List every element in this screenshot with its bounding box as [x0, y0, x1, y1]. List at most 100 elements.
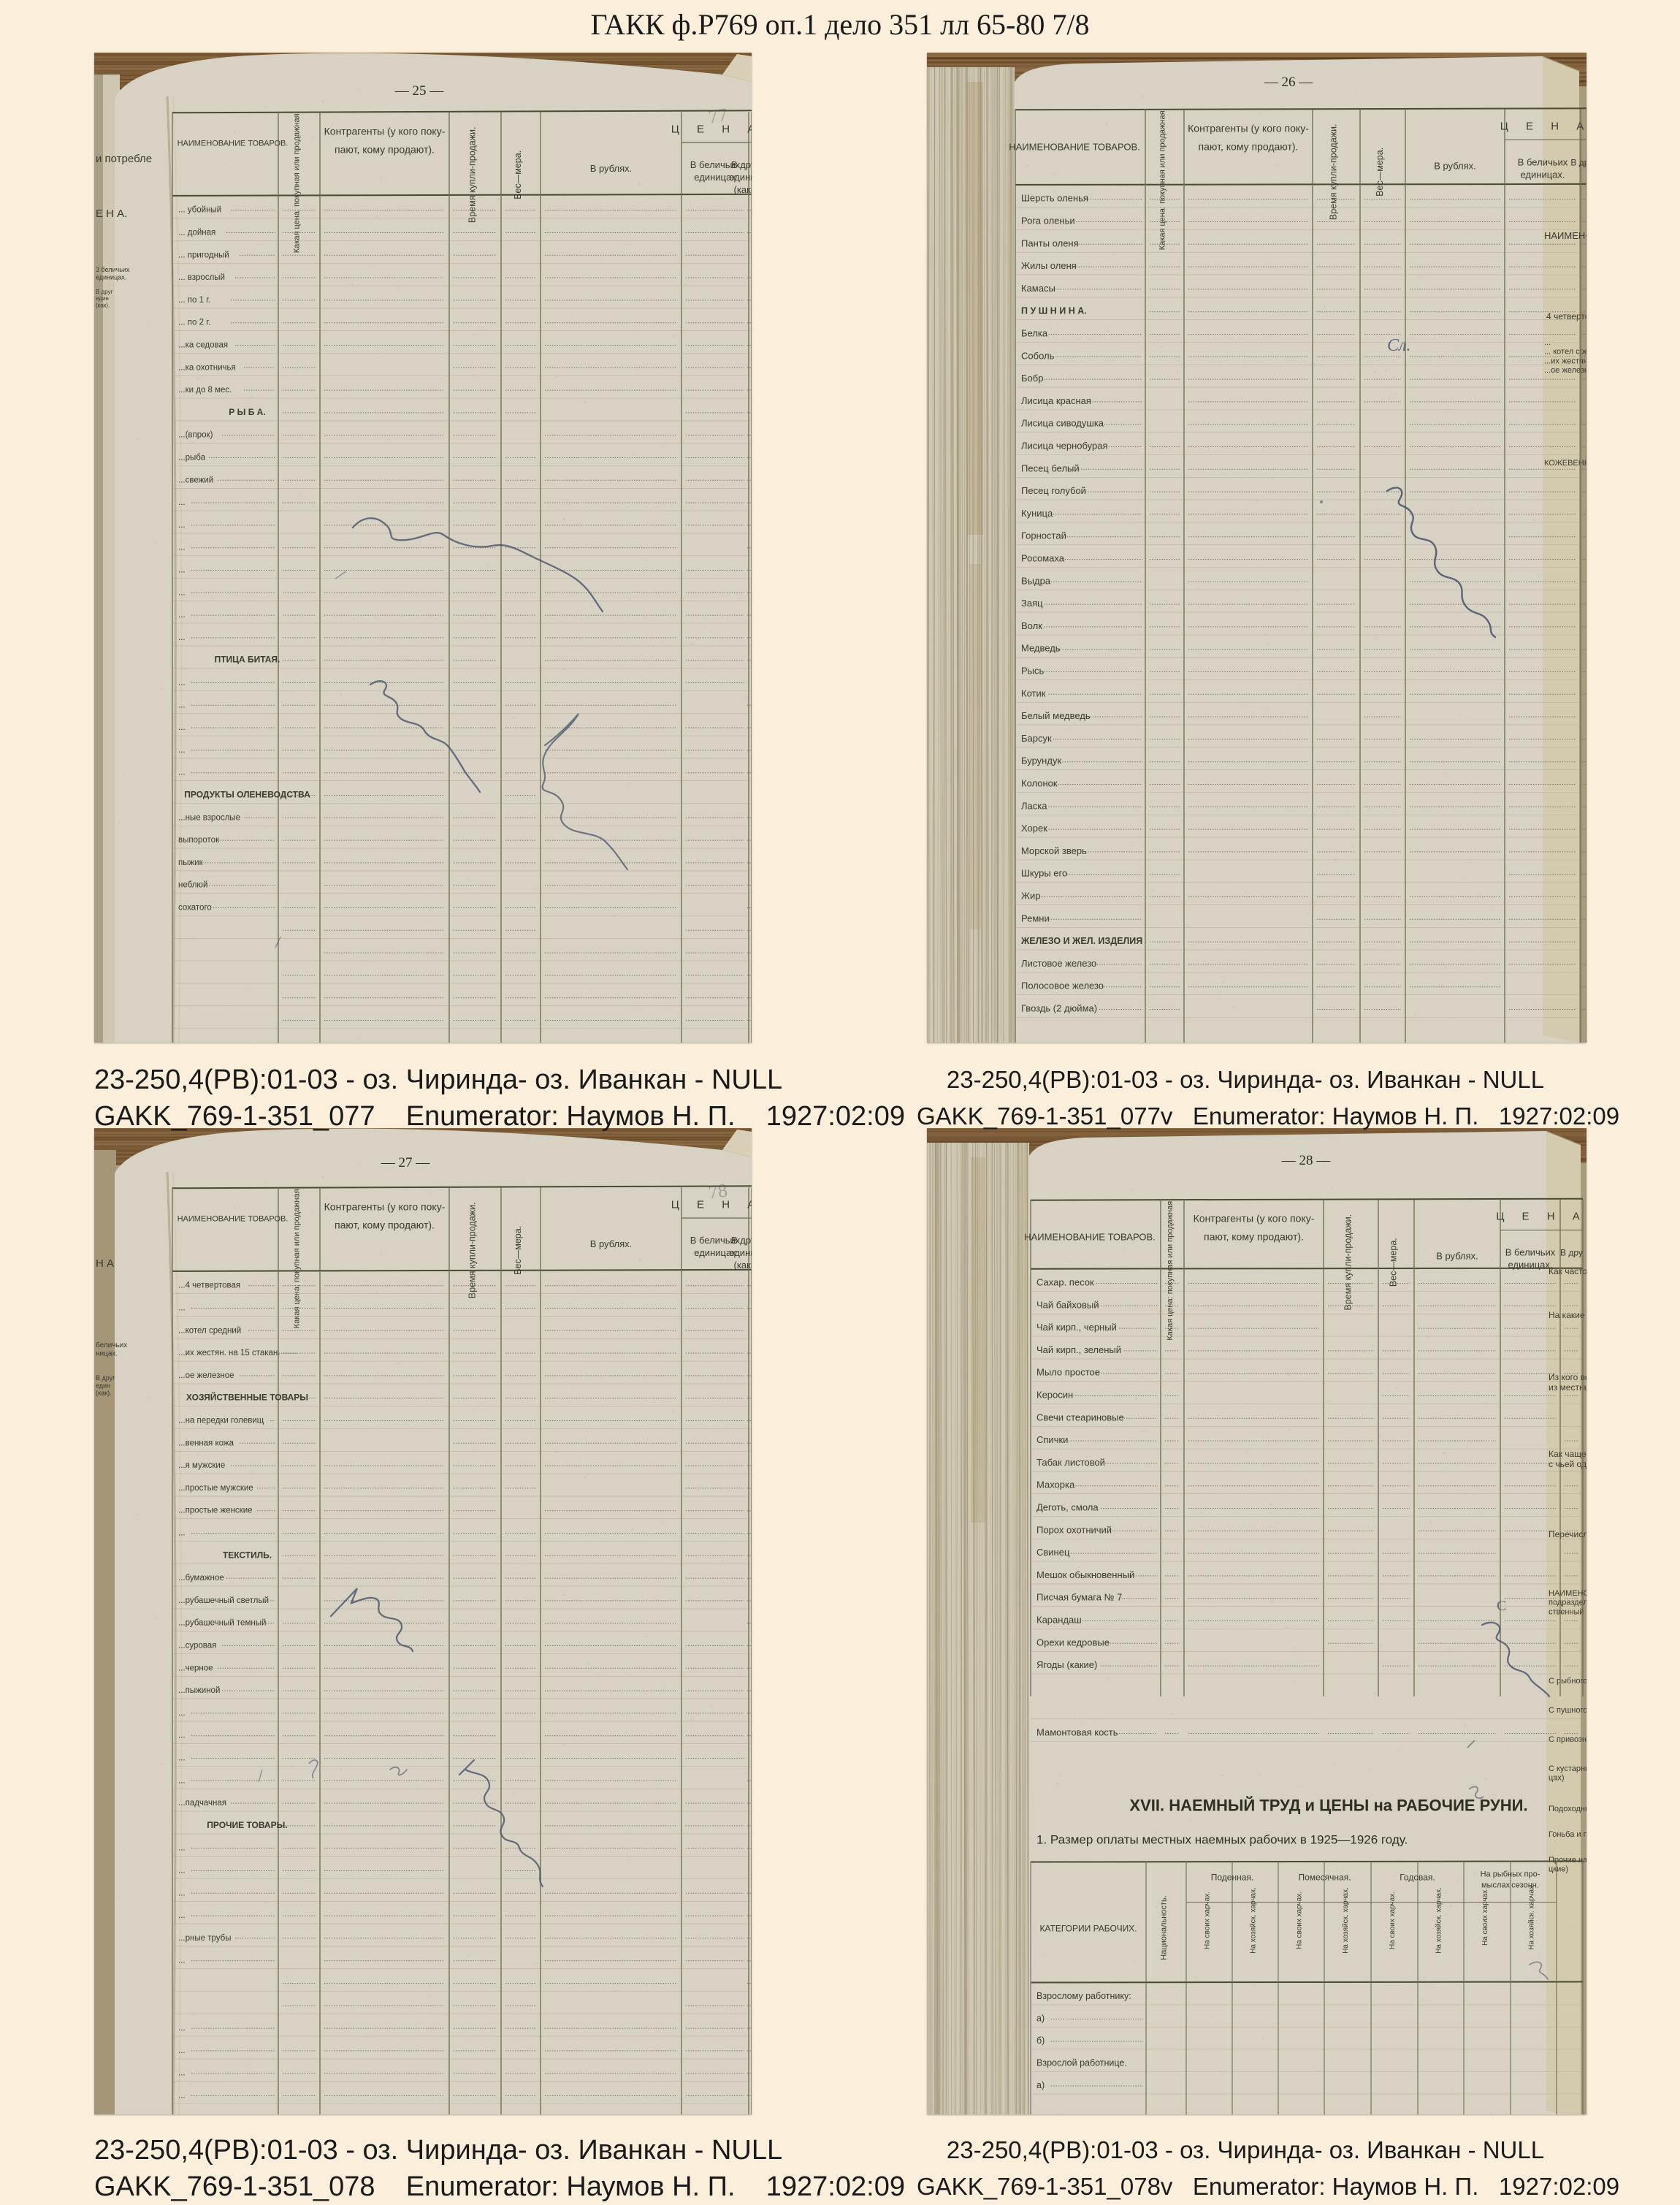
svg-text:П У Ш Н И Н А.: П У Ш Н И Н А.: [1021, 306, 1087, 316]
svg-text:Ц Е Н А: Ц Е Н А: [671, 1198, 752, 1211]
svg-text:... по 2 г.: ... по 2 г.: [178, 319, 210, 327]
svg-text:Соболь: Соболь: [1021, 350, 1055, 361]
svg-text:Горностай: Горностай: [1021, 530, 1066, 541]
svg-text:C: C: [1497, 1598, 1506, 1614]
svg-text:В беличьих: В беличьих: [1505, 1247, 1556, 1258]
svg-text:... взрослый: ... взрослый: [178, 273, 225, 282]
svg-text:...на передки голевищ: ...на передки голевищ: [178, 1417, 264, 1425]
svg-text:Какая цена: покупная или прода: Какая цена: покупная или продажная.: [293, 111, 302, 253]
svg-text:...(впрок): ...(впрок): [178, 431, 213, 440]
svg-text:...: ...: [178, 566, 186, 575]
svg-text:НАИМЕНОВА подразделением ствен: НАИМЕНОВА подразделением ственный: [1549, 1589, 1587, 1616]
svg-text:Карандаш: Карандаш: [1036, 1615, 1082, 1626]
svg-text:Н А: Н А: [96, 1257, 114, 1270]
svg-text:...ка охотничья: ...ка охотничья: [178, 363, 236, 372]
svg-text:ПТИЦА БИТАЯ.: ПТИЦА БИТАЯ.: [215, 655, 280, 665]
svg-text:НАИМЕНОВАНИЕ ТОВАРОВ.: НАИМЕНОВАНИЕ ТОВАРОВ.: [1009, 141, 1140, 152]
svg-text:Куница: Куница: [1021, 508, 1053, 519]
svg-text:...: ...: [178, 2069, 186, 2078]
svg-text:Порох охотничий: Порох охотничий: [1036, 1524, 1112, 1535]
svg-text:Время купли-продажи.: Время купли-продажи.: [467, 126, 478, 223]
svg-text:...: ...: [178, 544, 186, 552]
svg-text:Как чаще с чьей оде: Как чаще с чьей оде: [1549, 1449, 1587, 1469]
svg-text:НАИМЕНОВАНИЕ ТОВАРОВ.: НАИМЕНОВАНИЕ ТОВАРОВ.: [1024, 1232, 1156, 1243]
svg-text:единицах.: единицах.: [1520, 169, 1565, 180]
svg-text:Волк: Волк: [1021, 620, 1042, 631]
svg-text:...: ...: [178, 1529, 186, 1538]
svg-text:...: ...: [178, 746, 186, 755]
svg-text:Спички: Спички: [1036, 1434, 1068, 1445]
svg-text:Колонок: Колонок: [1021, 778, 1058, 789]
svg-text:С привозного: С привозного: [1549, 1735, 1587, 1744]
svg-text:ТЕКСТИЛЬ.: ТЕКСТИЛЬ.: [223, 1550, 272, 1560]
svg-text:...: ...: [178, 679, 186, 688]
svg-text:Вес—мера.: Вес—мера.: [1375, 148, 1385, 197]
svg-text:Контрагенты (у кого поку-: Контрагенты (у кого поку-: [1188, 122, 1309, 134]
svg-text:сохатого: сохатого: [178, 904, 212, 913]
svg-text:КОЖЕВЕННЫЕ Т: КОЖЕВЕННЫЕ Т: [1544, 459, 1587, 468]
svg-text:ПРОДУКТЫ ОЛЕНЕВОДСТВА: ПРОДУКТЫ ОЛЕНЕВОДСТВА: [184, 790, 310, 800]
svg-text:единицах: единицах: [729, 172, 752, 183]
svg-text:Чай кирп., черный: Чай кирп., черный: [1036, 1322, 1117, 1333]
svg-text:На хозяйск. харчах.: На хозяйск. харчах.: [1250, 1887, 1258, 1954]
svg-text:...рные трубы: ...рные трубы: [178, 1934, 231, 1943]
svg-text:Чай кирп., зеленый: Чай кирп., зеленый: [1036, 1344, 1121, 1355]
svg-text:...: ...: [178, 723, 186, 732]
svg-text:пают, кому продают).: пают, кому продают).: [335, 143, 435, 155]
svg-text:а): а): [1036, 2014, 1045, 2024]
svg-text:Рога оленьи: Рога оленьи: [1021, 216, 1075, 226]
svg-text:НАИМЕНОВАНИЕ Т: НАИМЕНОВАНИЕ Т: [1544, 230, 1587, 241]
svg-text:Свинец: Свинец: [1036, 1547, 1070, 1558]
svg-text:3 беличьих единицах.: 3 беличьих единицах.: [96, 266, 131, 281]
svg-text:... дойная: ... дойная: [178, 229, 215, 237]
svg-text:Камасы: Камасы: [1021, 283, 1055, 294]
svg-text:НАИМЕНОВАНИЕ ТОВАРОВ.: НАИМЕНОВАНИЕ ТОВАРОВ.: [177, 139, 289, 148]
svg-text:Помесячная.: Помесячная.: [1298, 1873, 1351, 1883]
svg-text:В других: В других: [731, 1235, 752, 1246]
svg-text:Орехи кедровые: Орехи кедровые: [1036, 1637, 1110, 1648]
svg-text:Подоходный: Подоходный: [1549, 1805, 1587, 1813]
svg-text:ЖЕЛЕЗО И ЖЕЛ. ИЗДЕЛИЯ: ЖЕЛЕЗО И ЖЕЛ. ИЗДЕЛИЯ: [1020, 936, 1142, 946]
svg-text:...: ...: [178, 2024, 186, 2033]
svg-text:В дру: В дру: [1560, 1248, 1583, 1258]
svg-text:Чай байховый: Чай байховый: [1036, 1299, 1099, 1310]
svg-text:С рыбного пр: С рыбного пр: [1549, 1677, 1587, 1686]
svg-text:Ц Е Н А: Ц Е Н А: [671, 123, 752, 135]
svg-text:Контрагенты (у кого поку-: Контрагенты (у кого поку-: [1194, 1213, 1315, 1225]
svg-text:единицах: единицах: [729, 1247, 752, 1258]
svg-text:Полосовое железо: Полосовое железо: [1021, 980, 1104, 991]
svg-text:Годовая.: Годовая.: [1400, 1873, 1435, 1883]
svg-text:Вес—мера.: Вес—мера.: [513, 151, 523, 199]
svg-text:Рысь: Рысь: [1021, 666, 1045, 677]
svg-text:Е Н А.: Е Н А.: [96, 207, 127, 220]
svg-text:пают, кому продают).: пают, кому продают).: [335, 1219, 435, 1230]
svg-text:... убойный: ... убойный: [178, 206, 221, 215]
svg-text:...: ...: [178, 633, 186, 642]
svg-text:...ое железное: ...ое железное: [178, 1371, 234, 1380]
svg-text:Поденная.: Поденная.: [1211, 1873, 1253, 1883]
svg-text:б): б): [1036, 2035, 1045, 2046]
svg-text:В рублях.: В рублях.: [590, 1238, 633, 1249]
svg-text:...их жестян. на 15 стакан.: ...их жестян. на 15 стакан.: [178, 1349, 280, 1357]
svg-text:Какая цена: покупная или прода: Какая цена: покупная или продажная.: [1166, 1199, 1175, 1341]
svg-text:...: ...: [178, 1709, 186, 1718]
svg-text:...ки до 8 мес.: ...ки до 8 мес.: [178, 386, 232, 395]
svg-text:...рыба: ...рыба: [178, 454, 206, 462]
svg-text:На своих харчах.: На своих харчах.: [1481, 1888, 1489, 1946]
svg-text:Деготь, смола: Деготь, смола: [1036, 1502, 1099, 1513]
svg-text:Жилы оленя: Жилы оленя: [1021, 260, 1077, 271]
svg-text:На какие раб: На какие раб: [1549, 1310, 1587, 1320]
svg-text:Заяц: Заяц: [1021, 598, 1043, 609]
svg-text:ХОЗЯЙСТВЕННЫЕ ТОВАРЫ: ХОЗЯЙСТВЕННЫЕ ТОВАРЫ: [186, 1392, 308, 1403]
svg-text:Песец белый: Песец белый: [1021, 462, 1080, 473]
svg-text:Из кого вер из местных: Из кого вер из местных: [1549, 1372, 1587, 1393]
svg-text:Медведь: Медведь: [1021, 643, 1061, 654]
svg-text:Барсук: Барсук: [1021, 733, 1052, 744]
svg-text:...: ...: [178, 701, 186, 709]
svg-text:Какая цена: покупная или прода: Какая цена: покупная или продажная.: [1158, 108, 1167, 250]
svg-text:а): а): [1036, 2080, 1045, 2090]
svg-text:Мыло простое: Мыло простое: [1036, 1367, 1100, 1378]
svg-text:В беличьих: В беличьих: [1518, 156, 1568, 167]
svg-text:Мешок обыкновенный: Мешок обыкновенный: [1036, 1569, 1134, 1580]
svg-text:пают, кому продают).: пают, кому продают).: [1204, 1231, 1304, 1243]
